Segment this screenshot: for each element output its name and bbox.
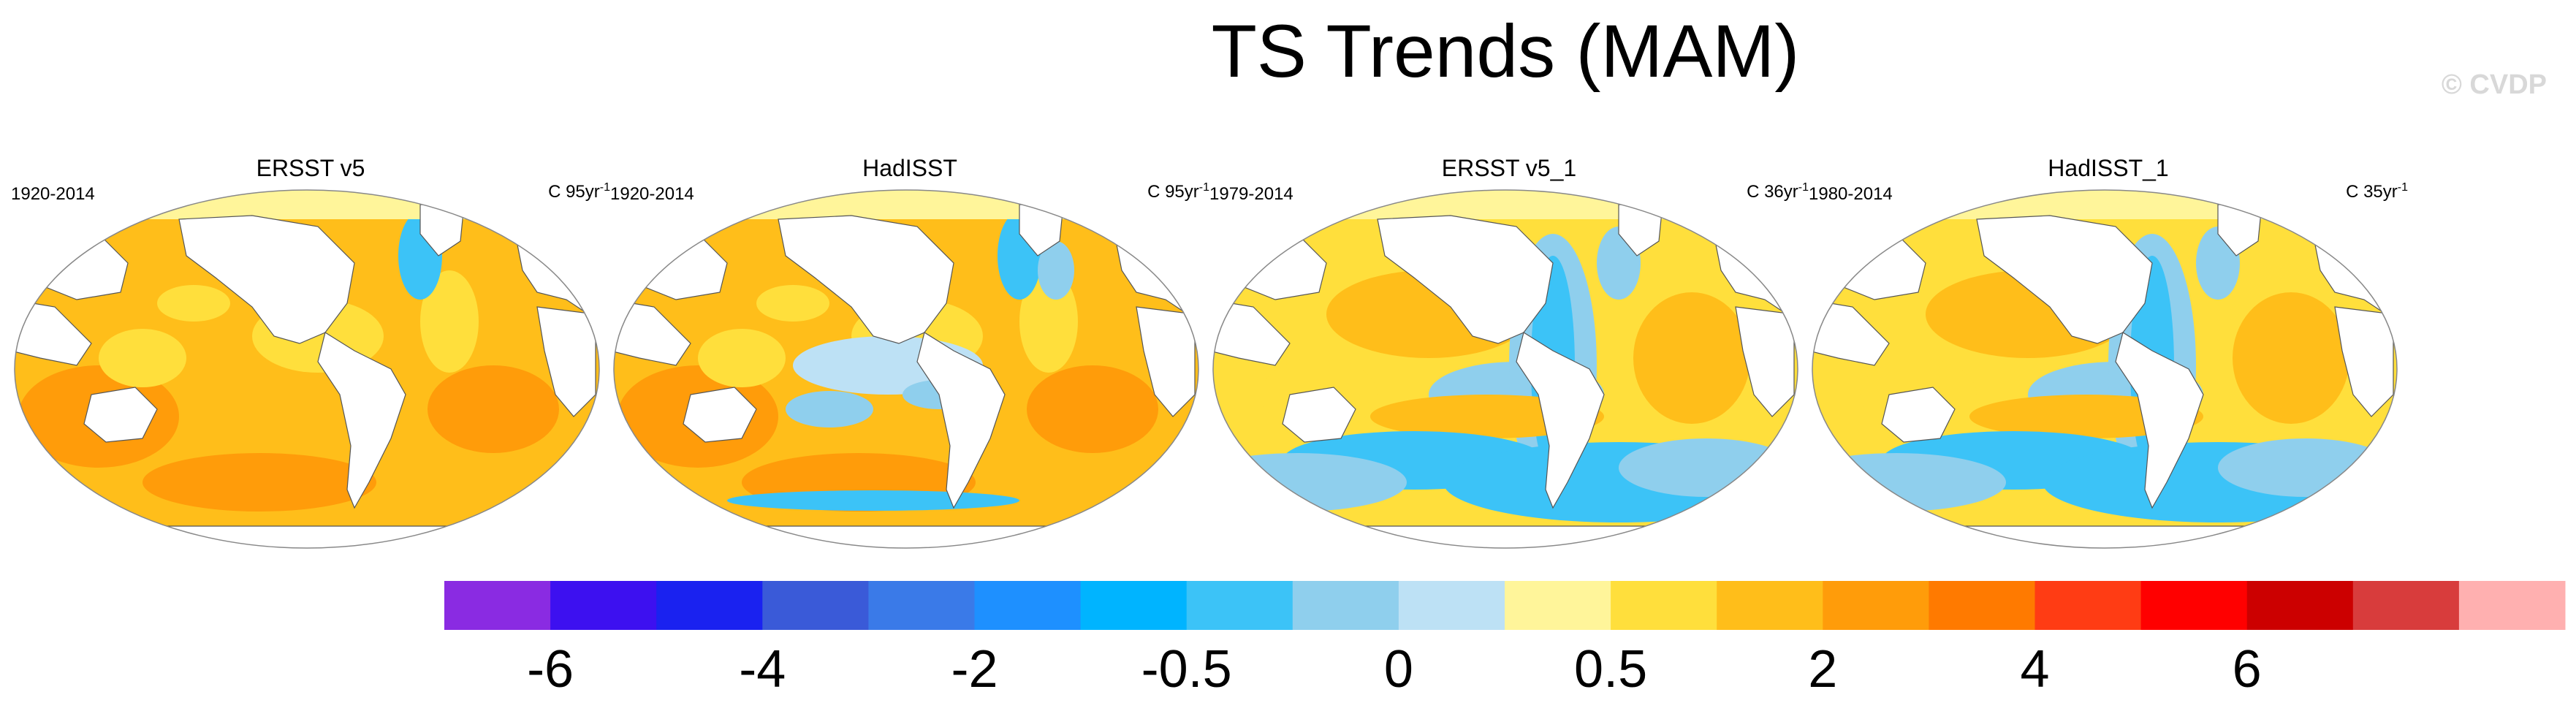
panel-units: C 95yr-1: [1147, 181, 1209, 202]
colorbar-swatch: [2458, 581, 2566, 630]
panel-title: ERSST v5: [256, 155, 365, 181]
colorbar-tick-label: -6: [527, 640, 574, 699]
land-mask: [83, 387, 158, 443]
panel-period: 1979-2014: [1209, 184, 1293, 204]
map-outline: [1812, 189, 2398, 549]
panel-title: ERSST v5_1: [1441, 155, 1577, 181]
colorbar-swatch: [1080, 581, 1188, 630]
panel-units: C 36yr-1: [1747, 181, 1809, 202]
panel-units-exponent: -1: [1798, 181, 1809, 194]
colorbar-swatch: [974, 581, 1082, 630]
panel-period: 1920-2014: [610, 184, 694, 204]
land-mask: [317, 332, 406, 509]
colorbar-swatch: [762, 581, 869, 630]
colorbar-swatch: [1186, 581, 1293, 630]
colorbar-swatch: [2352, 581, 2460, 630]
map-panel-4: HadISST_1 1980-2014 C 35yr-1: [1809, 146, 2408, 555]
map-panel-2: HadISST 1920-2014 C 95yr-1: [610, 146, 1209, 555]
panel-units-base: C 36yr: [1747, 182, 1798, 202]
panel-units-base: C 35yr: [2346, 182, 2398, 202]
colorbar-tick-label: 2: [1808, 640, 1837, 699]
colorbar-swatch: [1823, 581, 1929, 630]
panel-title: HadISST_1: [2048, 155, 2169, 181]
chart-title: TS Trends (MAM): [1211, 9, 1800, 93]
colorbar-tick-label: -4: [739, 640, 786, 699]
panel-units: C 95yr-1: [548, 181, 610, 202]
panel-units-base: C 95yr: [548, 182, 600, 202]
land-mask: [178, 215, 355, 344]
land-mask: [614, 299, 691, 366]
panel-units-exponent: -1: [2397, 181, 2408, 194]
colorbar-tick-label: 6: [2233, 640, 2262, 699]
anomaly-patch: [786, 391, 873, 427]
panel-units-base: C 95yr: [1147, 182, 1199, 202]
colorbar-swatch: [868, 581, 975, 630]
anomaly-patch: [1027, 365, 1158, 453]
colorbar-tick-label: -2: [951, 640, 998, 699]
panel-units: C 35yr-1: [2346, 181, 2408, 202]
map-outline: [613, 189, 1199, 549]
colorbar-swatch: [656, 581, 763, 630]
land-mask: [1881, 387, 1956, 443]
land-mask: [1377, 215, 1554, 344]
map-outline: [14, 189, 600, 549]
colorbar-swatch: [444, 581, 551, 630]
colorbar-swatch: [550, 581, 657, 630]
land-mask: [1282, 387, 1356, 443]
anomaly-patch: [143, 453, 376, 512]
anomaly-patch: [698, 329, 786, 387]
colorbar-swatch: [1611, 581, 1717, 630]
colorbar-tick-label: 4: [2020, 640, 2049, 699]
panel-units-exponent: -1: [1198, 181, 1209, 194]
map-panel-1: ERSST v5 1920-2014 C 95yr-1: [11, 146, 610, 555]
colorbar-swatch: [2140, 581, 2248, 630]
land-mask: [916, 332, 1006, 509]
watermark: © CVDP: [2441, 69, 2547, 100]
panel-period: 1980-2014: [1809, 184, 1893, 204]
colorbar-swatch: [1717, 581, 1823, 630]
anomaly-patch: [756, 285, 829, 322]
anomaly-patch: [420, 270, 479, 373]
land-mask: [15, 299, 92, 366]
anomaly-patch: [157, 285, 230, 322]
colorbar-tick-label: 0: [1384, 640, 1413, 699]
anomaly-patch: [1633, 292, 1750, 424]
panel-units-exponent: -1: [599, 181, 610, 194]
anomaly-patch: [727, 490, 1019, 511]
anomaly-patch: [2233, 292, 2349, 424]
colorbar-swatch: [1929, 581, 2035, 630]
colorbar-tick-label: 0.5: [1574, 640, 1647, 699]
colorbar-swatch: [1398, 581, 1505, 630]
land-mask: [683, 387, 757, 443]
map-plot: [1212, 189, 1798, 549]
land-mask: [1516, 332, 1605, 509]
map-outline: [1212, 189, 1798, 549]
anomaly-patch: [428, 365, 559, 453]
colorbar-swatch: [2246, 581, 2354, 630]
colorbar-swatch: [1292, 581, 1399, 630]
anomaly-patch: [99, 329, 186, 387]
land-mask: [1213, 299, 1291, 366]
colorbar-swatch: [2034, 581, 2142, 630]
land-mask: [1812, 299, 1890, 366]
map-panel-3: ERSST v5_1 1979-2014 C 36yr-1: [1209, 146, 1809, 555]
panel-period: 1920-2014: [11, 184, 95, 204]
land-mask: [778, 215, 954, 344]
map-plot: [14, 189, 600, 549]
land-mask: [2115, 332, 2204, 509]
colorbar-swatch: [1505, 581, 1611, 630]
map-plot: [613, 189, 1199, 549]
land-mask: [1976, 215, 2153, 344]
colorbar-tick-label: -0.5: [1141, 640, 1232, 699]
panel-title: HadISST: [862, 155, 957, 181]
anomaly-patch: [1038, 241, 1074, 300]
map-plot: [1812, 189, 2398, 549]
